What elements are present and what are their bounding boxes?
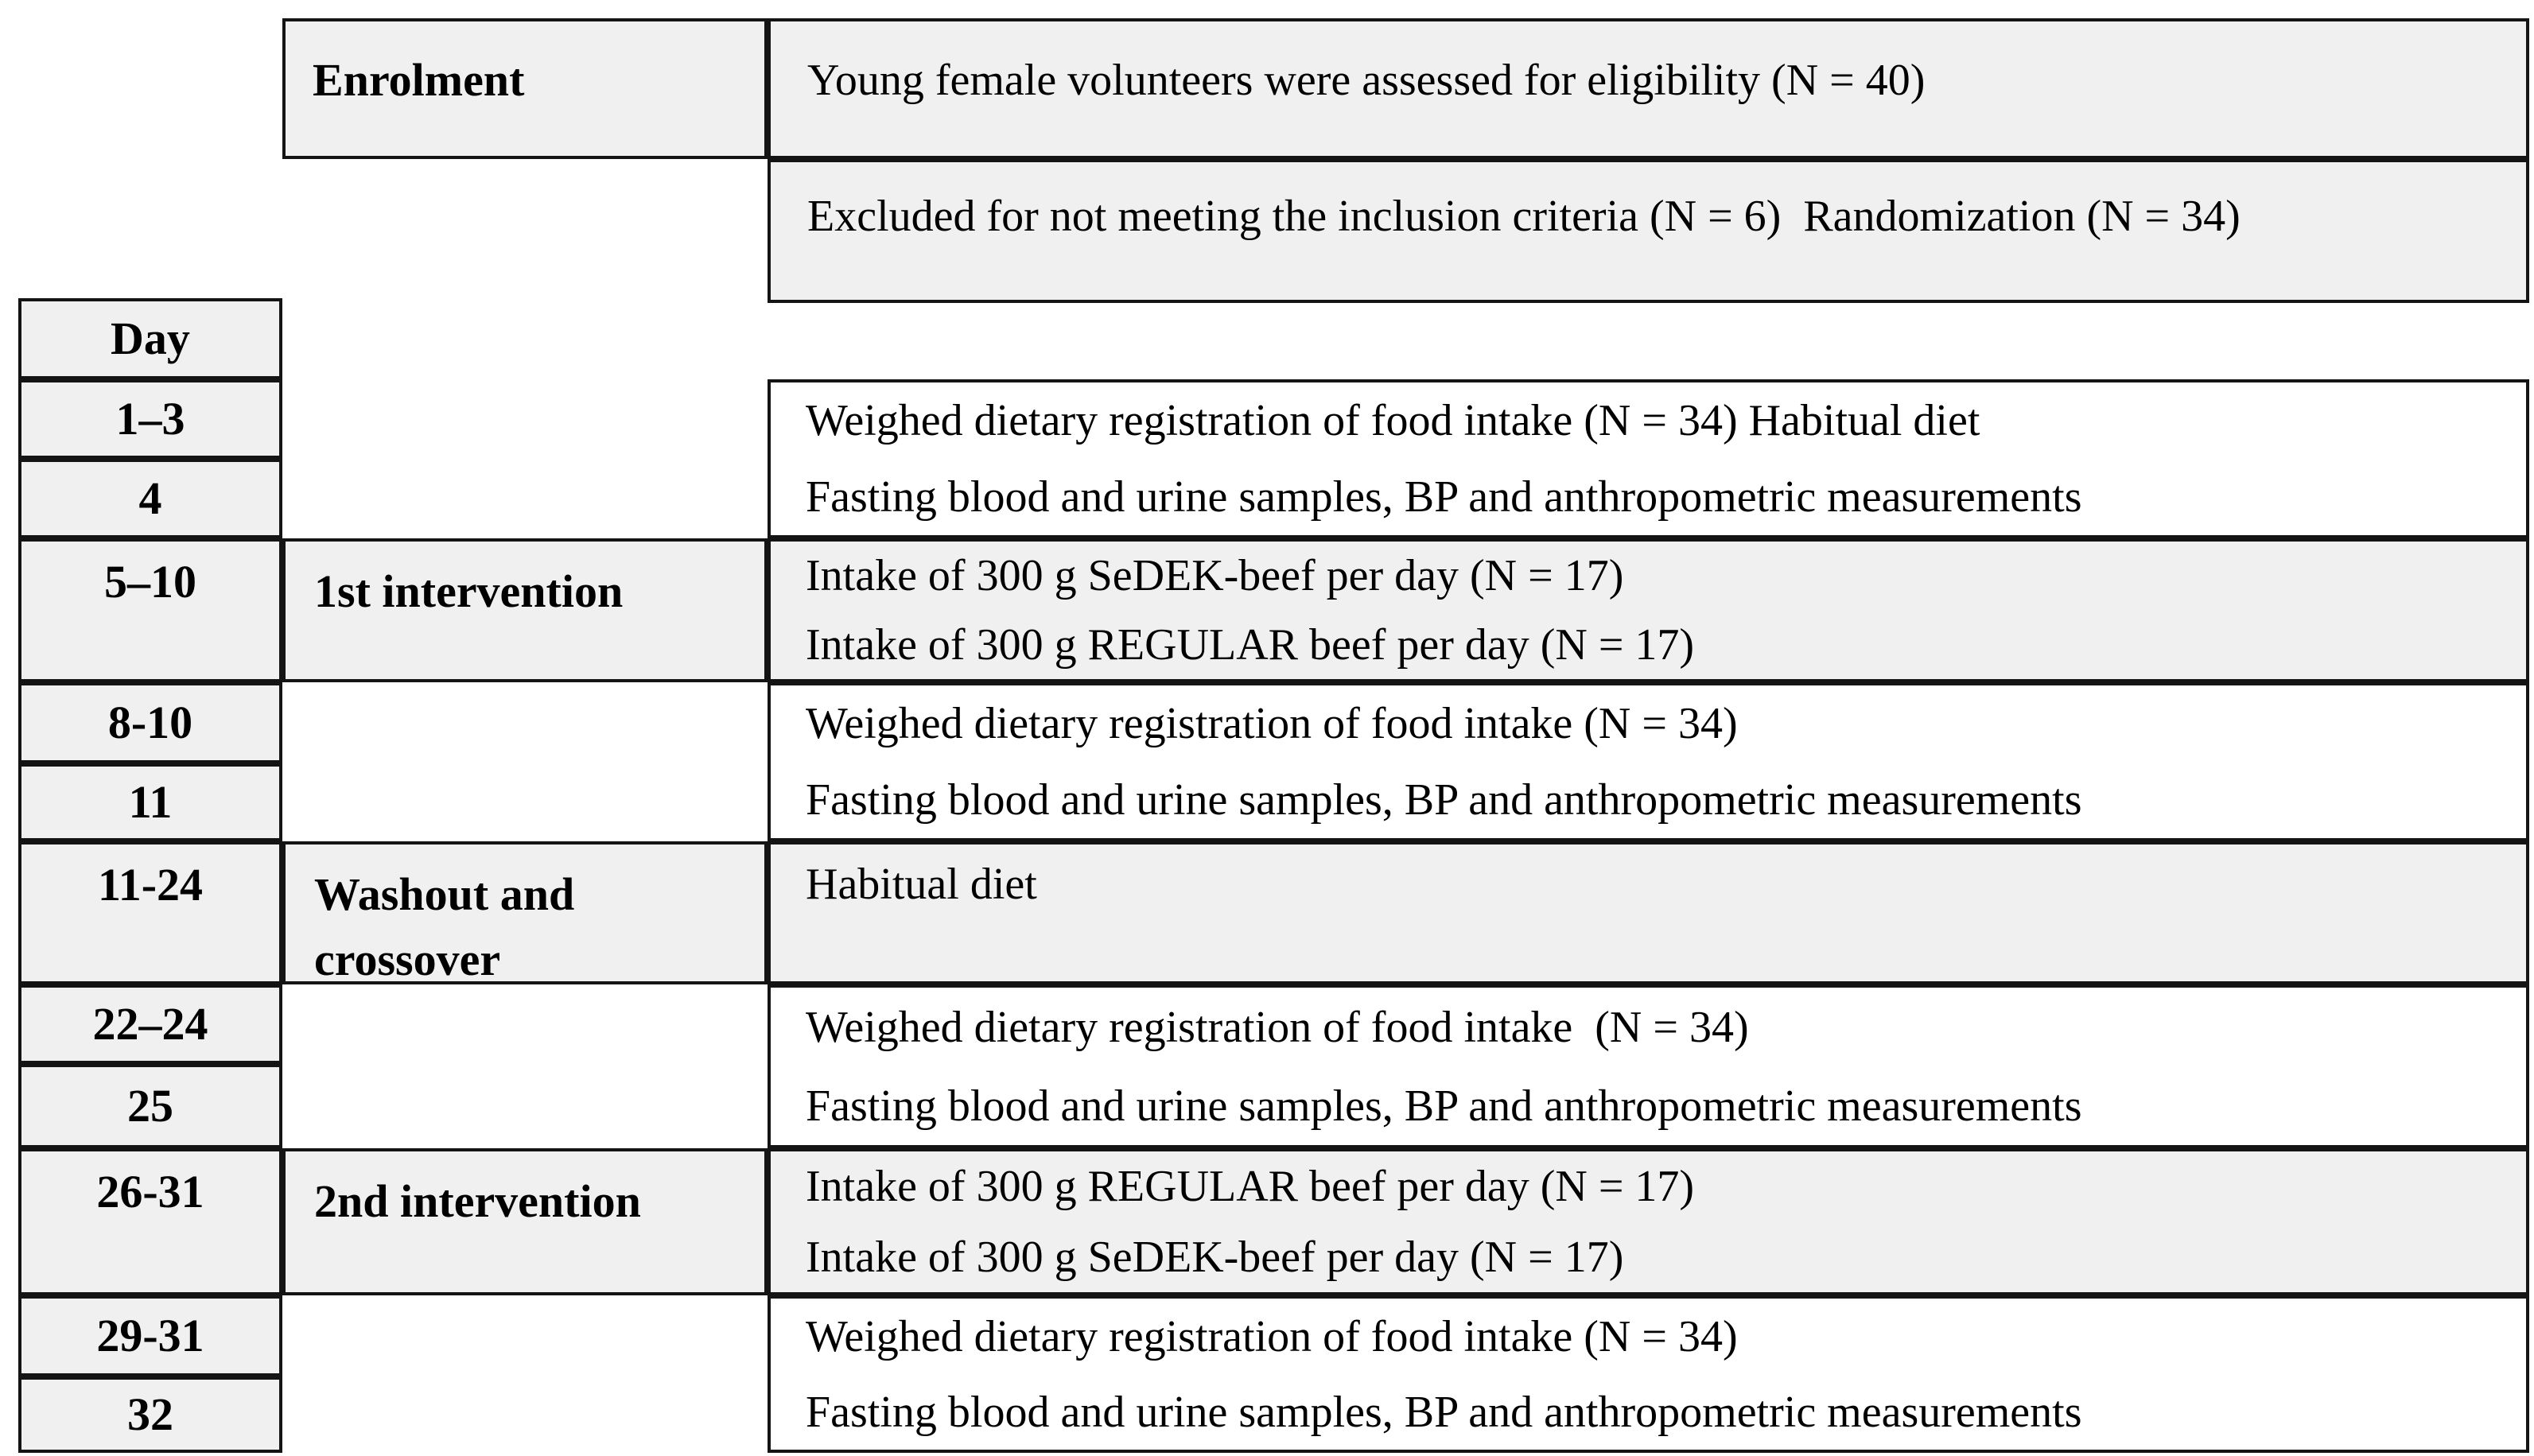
day-cell-25: 25 — [18, 1064, 282, 1148]
activity-line: Intake of 300 g SeDEK-beef per day (N = … — [806, 551, 1624, 601]
activity-line: Fasting blood and urine samples, BP and … — [806, 1387, 2082, 1437]
activity-line: Fasting blood and urine samples, BP and … — [806, 1081, 2082, 1131]
activity-cell-habitual-baseline: Weighed dietary registration of food int… — [768, 379, 2529, 538]
activity-line: Intake of 300 g REGULAR beef per day (N … — [806, 619, 1695, 670]
activity-cell-1st-intervention-intake: Intake of 300 g SeDEK-beef per day (N = … — [768, 538, 2529, 682]
activity-cell-post-2nd-measurements: Weighed dietary registration of food int… — [768, 1295, 2529, 1453]
exclusion-randomization-cell: Excluded for not meeting the inclusion c… — [768, 159, 2529, 303]
activity-line: Weighed dietary registration of food int… — [806, 1311, 1738, 1361]
activity-line: Intake of 300 g REGULAR beef per day (N … — [806, 1162, 1695, 1212]
activity-cell-2nd-intervention-intake: Intake of 300 g REGULAR beef per day (N … — [768, 1148, 2529, 1295]
activity-line: Weighed dietary registration of food int… — [806, 699, 1738, 748]
day-cell-26-31: 26-31 — [18, 1148, 282, 1295]
enrolment-header-cell: Enrolment — [282, 18, 768, 159]
activity-line: Intake of 300 g SeDEK-beef per day (N = … — [806, 1232, 1624, 1282]
phase-cell-washout-crossover: Washout and crossover — [282, 841, 768, 985]
day-cell-1-3: 1–3 — [18, 379, 282, 459]
activity-line: Fasting blood and urine samples, BP and … — [806, 775, 2082, 825]
activity-cell-washout-habitual-diet: Habitual diet — [768, 841, 2529, 984]
day-cell-5-10: 5–10 — [18, 538, 282, 682]
phase-cell-1st-intervention: 1st intervention — [282, 538, 768, 682]
day-column-header: Day — [18, 298, 282, 379]
activity-line: Weighed dietary registration of food int… — [806, 1002, 1749, 1052]
phase-cell-2nd-intervention: 2nd intervention — [282, 1148, 768, 1295]
activity-line: Habitual diet — [806, 860, 1037, 909]
day-cell-11: 11 — [18, 763, 282, 841]
activity-cell-pre-2nd-measurements: Weighed dietary registration of food int… — [768, 984, 2529, 1148]
day-cell-32: 32 — [18, 1376, 282, 1453]
activity-cell-post-1st-measurements: Weighed dietary registration of food int… — [768, 682, 2529, 841]
activity-line: Weighed dietary registration of food int… — [806, 396, 1980, 445]
activity-line: Fasting blood and urine samples, BP and … — [806, 472, 2082, 522]
day-cell-29-31: 29-31 — [18, 1295, 282, 1376]
day-cell-8-10: 8-10 — [18, 682, 282, 763]
eligibility-assessment-cell: Young female volunteers were assessed fo… — [768, 18, 2529, 159]
day-cell-22-24: 22–24 — [18, 984, 282, 1064]
day-cell-11-24: 11-24 — [18, 841, 282, 984]
day-cell-4: 4 — [18, 459, 282, 538]
